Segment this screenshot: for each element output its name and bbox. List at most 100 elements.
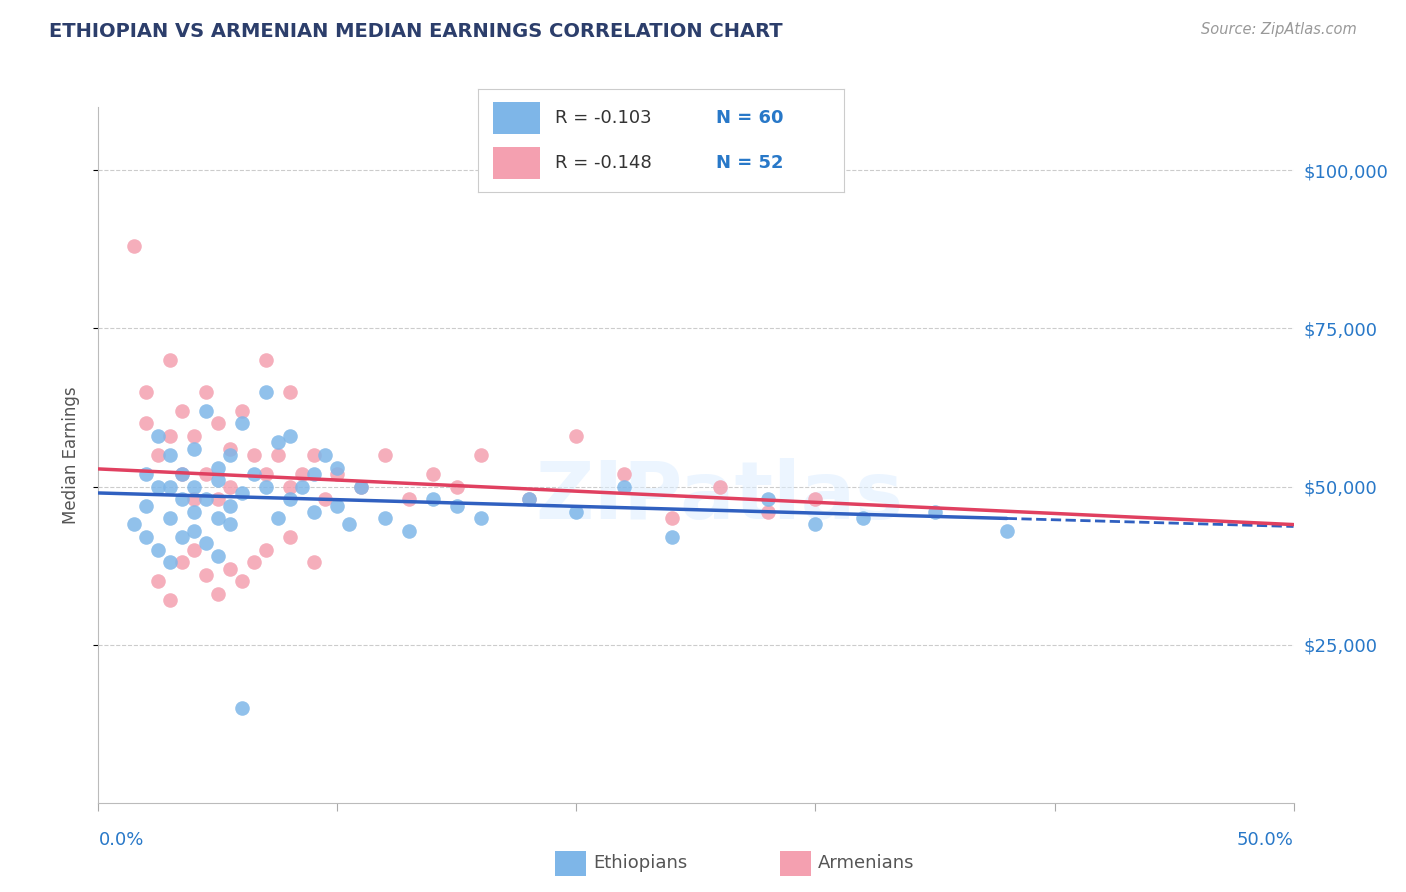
Point (231, 574, 253, 589)
Point (315, 448, 337, 462)
Text: Ethiopians: Ethiopians (593, 855, 688, 872)
Point (207, 417, 229, 431)
Point (231, 417, 253, 431)
Text: R = -0.103: R = -0.103 (555, 109, 651, 127)
Point (302, 505, 325, 519)
Point (278, 530, 301, 544)
Point (339, 517, 360, 532)
Point (135, 499, 157, 513)
Point (135, 384, 157, 399)
Point (183, 505, 205, 519)
Point (613, 467, 636, 481)
Point (709, 479, 731, 493)
Point (172, 530, 194, 544)
Point (350, 479, 373, 493)
Text: 0.0%: 0.0% (98, 830, 143, 848)
Point (219, 479, 242, 493)
Point (254, 479, 277, 493)
Point (183, 524, 205, 538)
Point (172, 403, 194, 417)
Point (219, 499, 242, 513)
Point (194, 492, 218, 507)
Point (995, 524, 1018, 538)
Point (422, 467, 444, 481)
Point (243, 448, 266, 462)
FancyBboxPatch shape (492, 146, 540, 179)
Point (470, 511, 492, 525)
Text: N = 60: N = 60 (716, 109, 783, 127)
Point (219, 448, 242, 462)
Point (219, 517, 242, 532)
Point (924, 505, 946, 519)
Point (243, 467, 266, 481)
Point (148, 574, 170, 589)
Point (326, 499, 349, 513)
Point (852, 511, 875, 525)
Point (267, 435, 290, 450)
Point (267, 448, 290, 462)
Point (219, 442, 242, 456)
Point (194, 536, 218, 550)
Point (148, 429, 170, 443)
Point (517, 492, 540, 507)
Point (326, 460, 349, 475)
Point (159, 511, 181, 525)
Point (315, 492, 337, 507)
Point (302, 556, 325, 570)
Point (254, 542, 277, 557)
Point (231, 486, 253, 500)
Point (159, 429, 181, 443)
Point (278, 429, 301, 443)
Point (207, 460, 229, 475)
Point (374, 448, 396, 462)
Point (159, 556, 181, 570)
Point (172, 467, 194, 481)
Y-axis label: Median Earnings: Median Earnings (62, 386, 80, 524)
Point (231, 701, 253, 715)
Point (756, 492, 779, 507)
Text: Armenians: Armenians (818, 855, 915, 872)
Point (446, 479, 468, 493)
Point (159, 448, 181, 462)
Point (422, 492, 444, 507)
Point (517, 492, 540, 507)
Point (124, 517, 146, 532)
Point (172, 492, 194, 507)
Point (148, 542, 170, 557)
Point (183, 542, 205, 557)
Point (148, 448, 170, 462)
Point (470, 448, 492, 462)
Point (183, 429, 205, 443)
Point (804, 517, 827, 532)
Point (194, 568, 218, 582)
Point (159, 479, 181, 493)
Point (124, 239, 146, 253)
Point (159, 353, 181, 368)
Point (135, 417, 157, 431)
Point (219, 562, 242, 576)
Point (291, 479, 314, 493)
Point (194, 403, 218, 417)
Point (565, 505, 588, 519)
Point (398, 492, 420, 507)
Point (172, 467, 194, 481)
Point (207, 549, 229, 563)
Point (661, 530, 683, 544)
Point (135, 467, 157, 481)
Point (350, 479, 373, 493)
FancyBboxPatch shape (492, 102, 540, 135)
Point (756, 505, 779, 519)
Point (148, 479, 170, 493)
Point (374, 511, 396, 525)
Point (291, 467, 314, 481)
Point (267, 511, 290, 525)
Text: Source: ZipAtlas.com: Source: ZipAtlas.com (1201, 22, 1357, 37)
Point (183, 442, 205, 456)
Point (183, 479, 205, 493)
Point (207, 511, 229, 525)
Point (565, 429, 588, 443)
Text: 50.0%: 50.0% (1237, 830, 1294, 848)
Point (183, 492, 205, 507)
Point (254, 467, 277, 481)
Point (231, 403, 253, 417)
